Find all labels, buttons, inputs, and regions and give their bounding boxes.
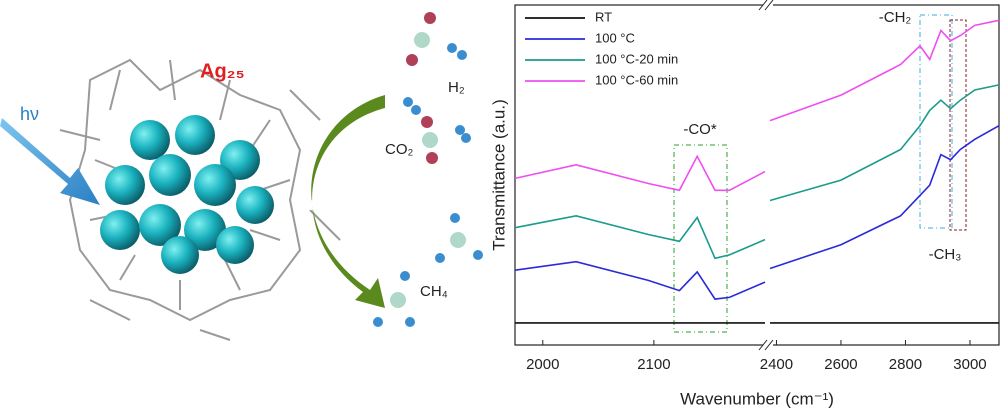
cluster-label: Ag₂₅ [200, 60, 245, 82]
legend-label: RT [595, 9, 612, 24]
ch2-annotation: -CH₂ [879, 9, 912, 26]
plot-frame [514, 4, 1000, 346]
h2-label: H₂ [448, 79, 465, 96]
ch2-region [919, 14, 953, 229]
x-tick-label: 2600 [824, 356, 857, 373]
cluster [100, 115, 274, 274]
light-arrow [0, 118, 100, 205]
series-line [514, 19, 1000, 192]
legend-label: 100 °C [595, 30, 635, 45]
reaction-arrow [311, 95, 385, 308]
legend-label: 100 °C-60 min [595, 72, 678, 87]
ch3-region [949, 19, 967, 231]
y-axis-label: Transmittance (a.u.) [489, 99, 508, 250]
scheme: hν Ag₂₅ e⁻+H⁺ H₂ CO₂ CH₄ [0, 12, 483, 341]
x-tick-label: 3000 [953, 356, 986, 373]
legend-label: 100 °C-20 min [595, 51, 678, 66]
co-region [673, 144, 728, 333]
x-tick-label: 2400 [760, 356, 793, 373]
x-tick-label: 2800 [889, 356, 922, 373]
light-label: hν [20, 104, 39, 124]
series-line [514, 84, 1000, 260]
series-line [514, 125, 1000, 300]
axis-break [758, 0, 774, 351]
x-tick-label: 2000 [526, 356, 559, 373]
ch4-label: CH₄ [420, 283, 448, 300]
ch3-annotation: -CH₃ [929, 246, 962, 263]
axis-break-gap [763, 0, 773, 350]
ligands [59, 58, 341, 341]
co-annotation: -CO* [683, 121, 716, 138]
molecules [373, 12, 483, 327]
x-axis-label: Wavenumber (cm⁻¹) [680, 389, 834, 408]
co2-label: CO₂ [385, 141, 414, 158]
arrow-label: e⁻+H⁺ [305, 194, 358, 214]
x-tick-label: 2100 [637, 356, 670, 373]
